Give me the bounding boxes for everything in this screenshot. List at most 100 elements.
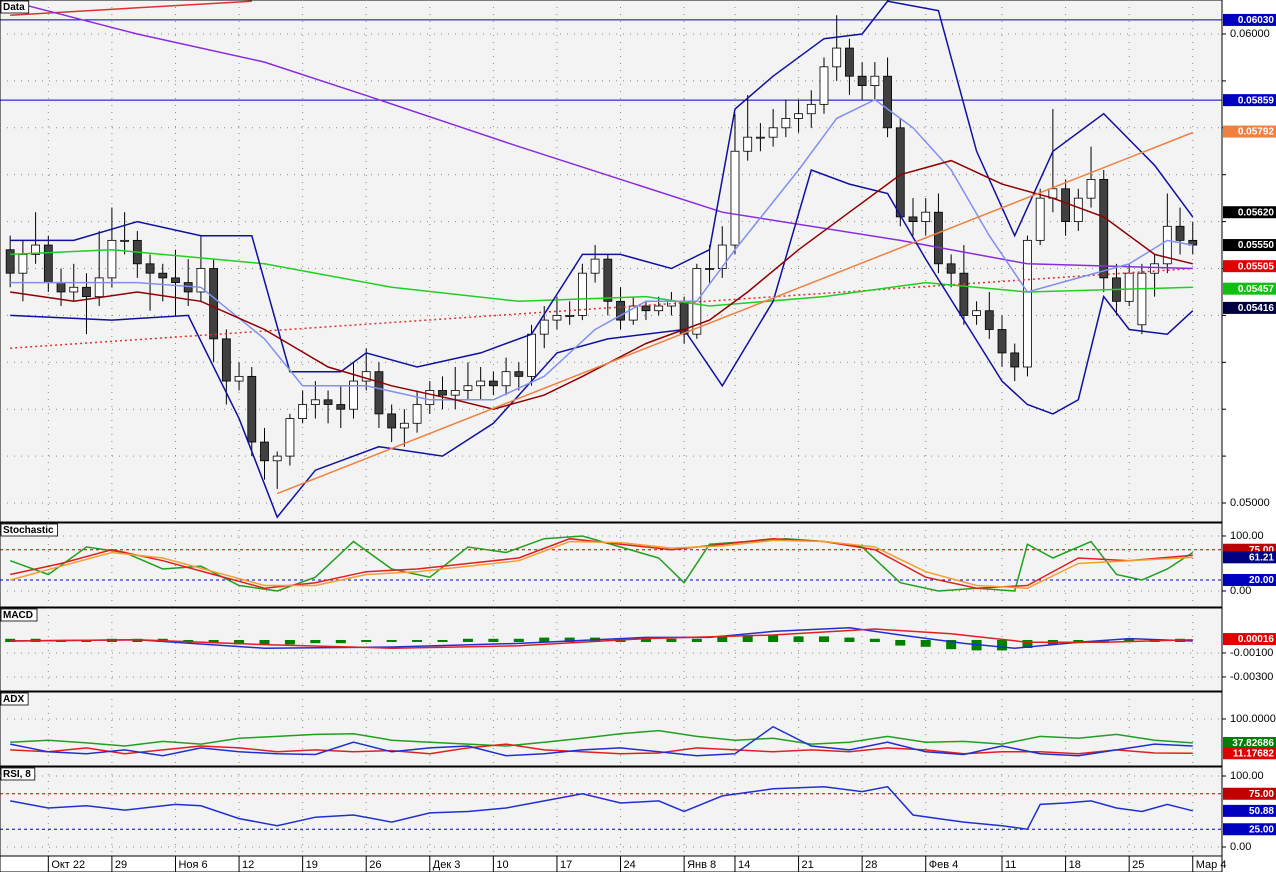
histogram-bar [310, 639, 321, 644]
candle-body [1150, 263, 1160, 274]
candle-body [336, 404, 346, 410]
histogram-bar [920, 639, 931, 647]
candle-body [794, 113, 803, 119]
plot-area [0, 607, 1223, 692]
x-tick-label: 18 [1069, 859, 1081, 871]
histogram-bar [666, 638, 677, 642]
indicator-line [10, 0, 1193, 270]
x-tick-label: 26 [369, 859, 381, 871]
indicator-line [10, 169, 1194, 519]
indicator-line [10, 725, 1193, 757]
candle-body [488, 380, 498, 387]
plot-area [0, 691, 1223, 767]
candle-body [310, 399, 320, 405]
candle-body [781, 118, 791, 129]
candle-body [1010, 352, 1020, 368]
price-tag [1223, 206, 1276, 219]
price-tag-label: 0.05859 [1238, 95, 1275, 106]
candle-body [959, 272, 969, 316]
histogram-bar [513, 638, 524, 642]
indicator-line [9, 535, 1194, 592]
candle-body [145, 263, 155, 274]
plot-area [0, 522, 1223, 608]
price-tag [1223, 736, 1276, 749]
candle-body [323, 399, 333, 405]
candle-body [895, 127, 905, 218]
price-tag [1223, 551, 1276, 564]
histogram-bar [488, 638, 499, 642]
indicator-line [10, 628, 1193, 649]
histogram-bar [691, 638, 702, 642]
histogram-bar [284, 639, 295, 645]
price-tag [1223, 282, 1276, 295]
candle-body [82, 286, 91, 298]
candle-body [883, 75, 892, 129]
x-tick-label: Окт 22 [51, 859, 85, 871]
y-tick-label: 0.06000 [1230, 28, 1270, 40]
histogram-bar [717, 636, 728, 642]
histogram-bar [844, 637, 855, 642]
price-tag [1223, 301, 1276, 314]
candle-body [908, 216, 918, 223]
y-tick-label: 0.00 [1230, 585, 1251, 597]
candle-body [387, 413, 397, 429]
candle-body [1175, 225, 1185, 241]
indicator-line [10, 159, 1193, 410]
candle-body [1023, 239, 1032, 368]
histogram-bar [437, 639, 448, 642]
candle-body [603, 258, 613, 302]
price-tag [1223, 239, 1276, 252]
candle-body [870, 75, 880, 86]
candle-body [539, 319, 549, 335]
histogram-bar [742, 635, 753, 642]
price-tag [1223, 804, 1276, 817]
y-tick-label: -0.00100 [1230, 647, 1273, 659]
candle-body [298, 404, 308, 419]
panel-title-box [0, 692, 29, 706]
candle-body [501, 371, 511, 387]
candle-body [934, 211, 943, 265]
candle-body [476, 380, 486, 387]
price-tag [1223, 573, 1276, 586]
candle-body [56, 282, 66, 293]
histogram-bar [259, 639, 270, 645]
candle-body [984, 310, 994, 330]
candle-body [43, 244, 53, 283]
indicator-line [10, 98, 1193, 401]
histogram-bar [997, 639, 1008, 651]
histogram-bar [946, 639, 957, 650]
price-tag [1223, 747, 1276, 760]
x-tick-label: 19 [306, 859, 318, 871]
histogram-bar [5, 638, 16, 642]
y-tick-label: -0.00300 [1230, 671, 1273, 683]
candle-body [946, 263, 956, 274]
price-tag-label: 20.00 [1249, 575, 1274, 586]
price-tag-label: 0.05416 [1238, 303, 1275, 314]
price-tag-label: 0.06030 [1238, 15, 1275, 26]
candle-body [171, 277, 180, 283]
indicator-line [10, 785, 1193, 831]
candle-body [730, 150, 740, 246]
price-tag [1223, 260, 1276, 273]
candle-body [374, 371, 384, 415]
x-tick-label: 21 [802, 859, 814, 871]
histogram-bar [386, 639, 397, 642]
panel-title: RSI, 8 [3, 769, 31, 780]
candle-body [552, 315, 562, 321]
price-tag-label: 61.21 [1249, 552, 1274, 563]
panel-title: Data [3, 2, 25, 13]
candle-body [654, 305, 664, 312]
candle-body [31, 244, 41, 255]
x-tick-label: 24 [624, 859, 636, 871]
candle-body [832, 47, 842, 68]
price-tag-label: 37.82686 [1232, 738, 1274, 749]
candle-body [997, 329, 1007, 354]
panel-title-box [0, 608, 38, 622]
candle-body [120, 239, 130, 242]
histogram-bar [361, 639, 372, 642]
panel-title: MACD [3, 610, 33, 621]
x-tick-label: 10 [496, 859, 508, 871]
histogram-bar [234, 639, 245, 645]
price-tag-label: 0.00016 [1238, 634, 1275, 645]
